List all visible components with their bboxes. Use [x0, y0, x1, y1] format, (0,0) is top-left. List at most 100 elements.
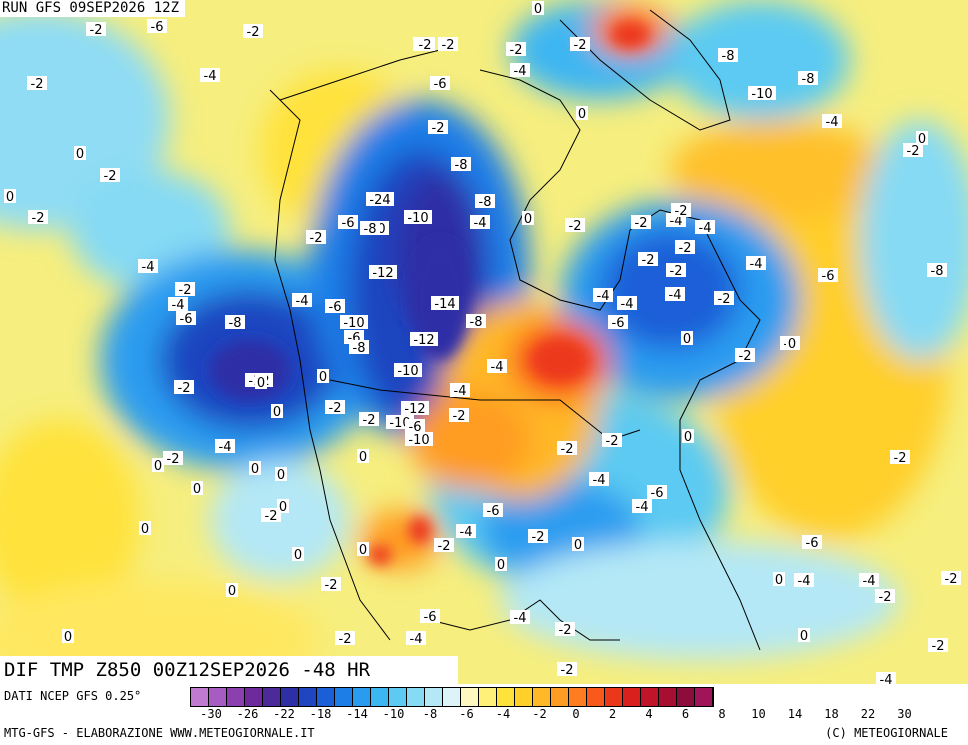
color-legend — [190, 687, 714, 707]
contour-label: -10 — [408, 433, 429, 448]
contour-label: -4 — [491, 360, 504, 375]
legend-tick-label: 10 — [751, 707, 766, 721]
contour-label: 0 — [524, 212, 532, 227]
contour-label-bg — [572, 537, 584, 551]
contour-label-bg — [617, 296, 637, 310]
contour-label-bg — [410, 332, 438, 346]
contour-label-bg — [875, 589, 895, 603]
contour-label: -2 — [606, 434, 619, 449]
contour-label-bg — [671, 203, 691, 217]
contour-label: -2 — [363, 413, 376, 428]
contour-label-bg — [243, 24, 263, 38]
legend-tick-label: 6 — [681, 707, 690, 721]
contour-label: -4 — [621, 297, 634, 312]
contour-label-bg — [226, 583, 238, 597]
legend-tick-label: 4 — [645, 707, 653, 721]
contour-label-bg — [647, 485, 667, 499]
contour-label-bg — [714, 291, 734, 305]
contour-label-bg — [401, 401, 429, 415]
contour-label-bg — [557, 441, 577, 455]
contour-label-bg — [449, 408, 469, 422]
contour-label-bg — [415, 37, 435, 51]
contour-label-bg — [360, 221, 380, 235]
legend-swatch — [335, 688, 353, 706]
legend-swatch — [605, 688, 623, 706]
contour-label: 0 — [800, 629, 808, 644]
contour-label-bg — [404, 210, 432, 224]
legend-swatch — [569, 688, 587, 706]
contour-label-bg — [927, 263, 947, 277]
contour-label: -6 — [822, 269, 835, 284]
contour-label: -2 — [569, 219, 582, 234]
contour-label: -4 — [670, 214, 683, 229]
contour-label-bg — [557, 662, 577, 676]
contour-label: -2 — [179, 283, 192, 298]
contour-label: -4 — [669, 288, 682, 303]
contour-label-bg — [4, 189, 16, 203]
contour-label: -2 — [559, 623, 572, 638]
contour-label-bg — [175, 282, 195, 296]
contour-label: -2 — [739, 349, 752, 364]
contour-label-bg — [138, 259, 158, 273]
contour-label: -4 — [219, 440, 232, 455]
contour-label: -4 — [750, 257, 763, 272]
contour-label-bg — [890, 450, 910, 464]
contour-label: -2 — [265, 509, 278, 524]
contour-label: -2 — [561, 442, 574, 457]
contour-label: 0 — [918, 132, 926, 147]
legend-swatch — [317, 688, 335, 706]
contour-label: -8 — [364, 222, 377, 237]
contour-label-bg — [139, 521, 151, 535]
legend-tick-label: 2 — [608, 707, 617, 721]
contour-label: -8 — [229, 316, 242, 331]
contour-label: -4 — [514, 611, 527, 626]
contour-label: 0 — [497, 558, 505, 573]
contour-label: -4 — [460, 525, 473, 540]
legend-ticks: -30 -26 -22 -18 -14 -10 -8 -6 -4 -2 0 2 4 6 8 10 14 18 22 3… — [190, 707, 968, 723]
contour-label: -2 — [31, 77, 44, 92]
contour-label: 0 — [277, 468, 285, 483]
contour-label: 0 — [64, 630, 72, 645]
contour-label: -6 — [806, 536, 819, 551]
contour-label: 0 — [578, 107, 586, 122]
legend-swatch — [227, 688, 245, 706]
contour-label-bg — [428, 120, 448, 134]
contour-label-bg — [27, 76, 47, 90]
contour-label: -2 — [339, 632, 352, 647]
contour-label: -2 — [510, 43, 523, 58]
legend-tick-label: -26 — [236, 707, 259, 721]
legend-swatch — [533, 688, 551, 706]
contour-label-bg — [359, 412, 379, 426]
contour-label: -10 — [397, 364, 418, 379]
contour-label: -12 — [413, 333, 434, 348]
contour-label: -2 — [718, 292, 731, 307]
legend-swatch — [695, 688, 713, 706]
legend-swatch — [425, 688, 443, 706]
contour-label: -10 — [407, 211, 428, 226]
contour-label-bg — [434, 538, 454, 552]
contour-label: 0 — [683, 332, 691, 347]
legend-tick-label: -6 — [459, 707, 474, 721]
contour-label-bg — [506, 42, 526, 56]
copyright-label: (C) METEOGIORNALE — [825, 726, 948, 740]
contour-label: -6 — [180, 312, 193, 327]
contour-label-bg — [163, 451, 183, 465]
legend-tick-label: 8 — [718, 707, 726, 721]
contour-label: -6 — [329, 300, 342, 315]
contour-label-bg — [798, 628, 810, 642]
contour-label: -2 — [419, 38, 432, 53]
contour-label: -2 — [894, 451, 907, 466]
legend-tick-label: -10 — [382, 707, 405, 721]
contour-label-bg — [147, 19, 167, 33]
legend-swatch — [209, 688, 227, 706]
contour-label-bg — [86, 22, 106, 36]
contour-label-bg — [405, 432, 433, 446]
contour-label: -4 — [699, 221, 712, 236]
contour-label-bg — [675, 240, 695, 254]
legend-tick-label: -8 — [422, 707, 438, 721]
contour-label-bg — [62, 629, 74, 643]
contour-label: 0 — [359, 543, 367, 558]
contour-label: -4 — [474, 216, 487, 231]
contour-label-bg — [152, 458, 164, 472]
contour-label: -2 — [90, 23, 103, 38]
